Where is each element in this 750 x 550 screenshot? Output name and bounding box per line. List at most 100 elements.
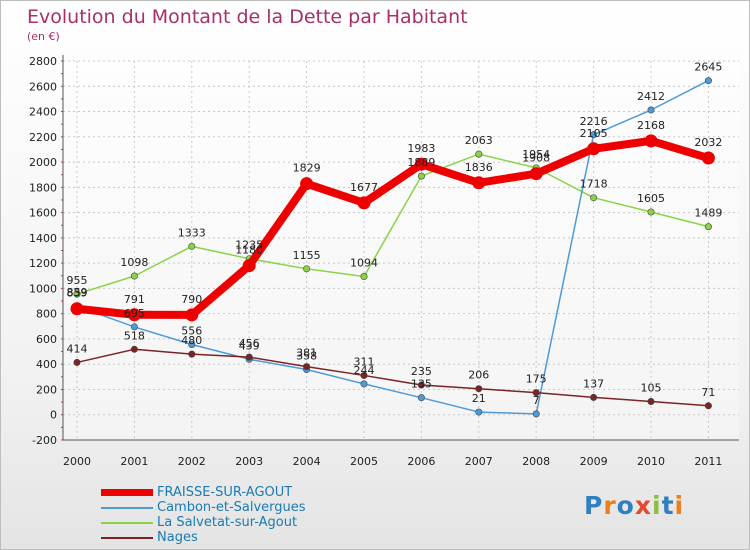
data-point — [701, 151, 715, 165]
data-label: 1718 — [580, 178, 608, 191]
series-line-1 — [76, 79, 710, 415]
logo-letter: P — [584, 491, 604, 520]
data-label: 859 — [67, 286, 88, 299]
data-point — [73, 290, 81, 298]
data-point — [303, 265, 311, 273]
data-point — [127, 308, 141, 322]
data-point — [130, 345, 138, 353]
data-label: 1605 — [637, 192, 665, 205]
data-point — [532, 389, 540, 397]
series-line-0 — [73, 136, 713, 319]
data-label: 2412 — [637, 90, 665, 103]
data-point — [590, 194, 598, 202]
data-label: 235 — [411, 365, 432, 378]
y-tick-label: 1600 — [29, 207, 57, 220]
logo-letter: t — [661, 491, 675, 520]
legend-swatch-nages — [101, 537, 153, 539]
data-point — [73, 358, 81, 366]
data-label: 206 — [468, 369, 489, 382]
data-label: 1677 — [350, 181, 378, 194]
chart-unit-label: (en €) — [27, 30, 60, 43]
data-label: 556 — [181, 324, 202, 337]
x-tick-label: 2004 — [293, 455, 321, 468]
data-point — [130, 323, 138, 331]
data-label: 244 — [354, 364, 375, 377]
data-label: 439 — [239, 339, 260, 352]
logo-letter: x — [634, 491, 652, 520]
data-point — [357, 196, 371, 210]
data-point — [704, 77, 712, 85]
chart-title: Evolution du Montant de la Dette par Hab… — [27, 6, 468, 28]
data-label: 1836 — [465, 161, 493, 174]
data-label: 137 — [583, 377, 604, 390]
data-label: 1333 — [178, 226, 206, 239]
data-label: 7 — [533, 394, 540, 407]
data-point — [647, 208, 655, 216]
data-point — [475, 150, 483, 158]
data-point — [245, 353, 253, 361]
data-point — [647, 397, 655, 405]
y-tick-label: 2200 — [29, 131, 57, 144]
data-label: 790 — [181, 293, 202, 306]
x-tick-label: 2011 — [694, 455, 722, 468]
logo-letter: i — [674, 491, 685, 520]
legend-swatch-fraisse — [101, 489, 153, 496]
series-line-2 — [76, 153, 710, 295]
data-point — [303, 363, 311, 371]
legend-swatch-salvetat — [101, 522, 153, 524]
data-label: 695 — [124, 307, 145, 320]
x-tick-label: 2001 — [120, 455, 148, 468]
data-point — [529, 167, 543, 181]
y-tick-label: 2800 — [29, 55, 57, 68]
data-point — [188, 350, 196, 358]
y-tick-label: 600 — [36, 333, 57, 346]
data-label: 1983 — [407, 142, 435, 155]
data-label: 1908 — [522, 152, 550, 165]
data-label: 358 — [296, 350, 317, 363]
data-label: 1098 — [120, 256, 148, 269]
data-point — [417, 394, 425, 402]
data-label: 414 — [67, 342, 88, 355]
data-label: 2168 — [637, 119, 665, 132]
y-tick-label: 800 — [36, 308, 57, 321]
data-label: 311 — [354, 355, 375, 368]
x-tick-label: 2007 — [465, 455, 493, 468]
data-label: 839 — [67, 287, 88, 300]
data-label: 21 — [472, 392, 486, 405]
data-label: 135 — [411, 378, 432, 391]
data-point — [417, 172, 425, 180]
data-label: 791 — [124, 293, 145, 306]
x-tick-label: 2002 — [178, 455, 206, 468]
data-label: 1489 — [694, 207, 722, 220]
data-point — [532, 410, 540, 418]
data-point — [360, 380, 368, 388]
data-label: 2216 — [580, 115, 608, 128]
data-point — [300, 177, 314, 191]
data-point — [704, 223, 712, 231]
data-point — [414, 157, 428, 171]
data-point — [130, 272, 138, 280]
x-tick-label: 2003 — [235, 455, 263, 468]
legend-label-salvetat: La Salvetat-sur-Agout — [157, 515, 298, 530]
data-label: 2063 — [465, 134, 493, 147]
y-tick-label: 2400 — [29, 106, 57, 119]
data-point — [188, 340, 196, 348]
data-label: 2105 — [580, 127, 608, 140]
data-label: 71 — [701, 386, 715, 399]
legend-label-nages: Nages — [157, 530, 198, 545]
x-tick-label: 2006 — [407, 455, 435, 468]
data-label: 2032 — [694, 136, 722, 149]
data-point — [472, 176, 486, 190]
data-label: 2645 — [694, 61, 722, 74]
legend-swatch-cambon — [101, 507, 153, 509]
data-point — [417, 381, 425, 389]
logo-letter: r — [603, 491, 617, 520]
y-tick-label: 0 — [50, 409, 57, 422]
plot-area — [63, 61, 739, 440]
data-label: 1235 — [235, 239, 263, 252]
data-label: 1155 — [293, 249, 321, 262]
data-point — [185, 308, 199, 322]
data-label: 1889 — [407, 156, 435, 169]
data-point — [644, 134, 658, 148]
